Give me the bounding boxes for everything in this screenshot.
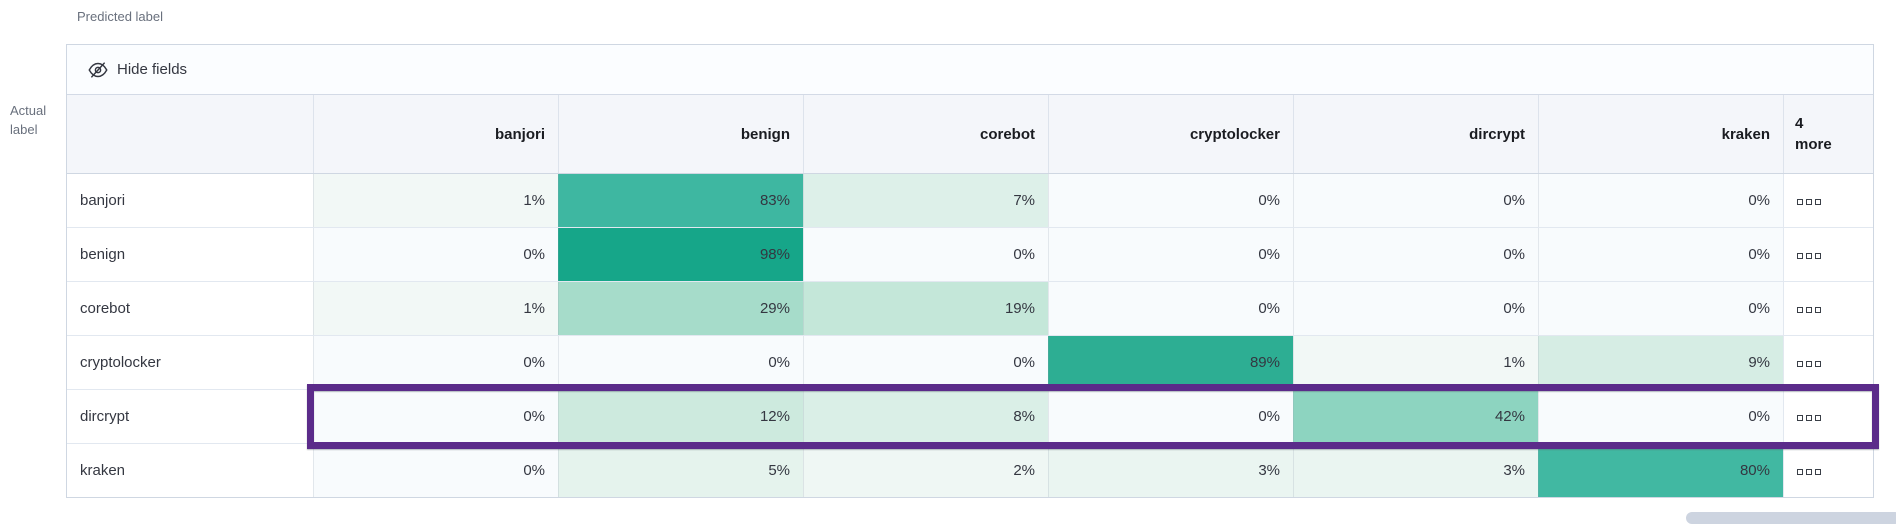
header-row: banjori benign corebot cryptolocker dircrypt… xyxy=(67,95,1873,174)
more-values-cell[interactable] xyxy=(1783,444,1873,497)
value-cell-benign-corebot: 0% xyxy=(803,228,1048,281)
row-label: corebot xyxy=(67,282,313,335)
value-cell-benign-cryptolocker: 0% xyxy=(1048,228,1293,281)
value-cell-corebot-cryptolocker: 0% xyxy=(1048,282,1293,335)
value-cell-corebot-corebot: 19% xyxy=(803,282,1048,335)
value-cell-cryptolocker-dircrypt: 1% xyxy=(1293,336,1538,389)
boxes-horizontal-icon xyxy=(1797,300,1821,318)
value-cell-kraken-kraken: 80% xyxy=(1538,444,1783,497)
predicted-label-axis: Predicted label xyxy=(77,9,163,24)
more-values-cell[interactable] xyxy=(1783,336,1873,389)
more-columns-header: 4 more xyxy=(1783,95,1873,173)
value-cell-corebot-banjori: 1% xyxy=(313,282,558,335)
value-cell-corebot-kraken: 0% xyxy=(1538,282,1783,335)
row-label: dircrypt xyxy=(67,390,313,443)
value-cell-kraken-dircrypt: 3% xyxy=(1293,444,1538,497)
table-row-banjori: banjori 1% 83% 7% 0% 0% 0% xyxy=(67,174,1873,228)
value-cell-banjori-kraken: 0% xyxy=(1538,174,1783,227)
value-cell-dircrypt-benign: 12% xyxy=(558,390,803,443)
boxes-horizontal-icon xyxy=(1797,408,1821,426)
hide-fields-label: Hide fields xyxy=(117,61,188,78)
value-cell-dircrypt-kraken: 0% xyxy=(1538,390,1783,443)
corner-header-cell xyxy=(67,95,313,173)
value-cell-benign-kraken: 0% xyxy=(1538,228,1783,281)
boxes-horizontal-icon xyxy=(1797,354,1821,372)
column-header-corebot[interactable]: corebot xyxy=(803,95,1048,173)
value-cell-kraken-corebot: 2% xyxy=(803,444,1048,497)
value-cell-banjori-banjori: 1% xyxy=(313,174,558,227)
row-label: kraken xyxy=(67,444,313,497)
actual-label-axis: Actual label xyxy=(10,103,47,137)
value-cell-banjori-cryptolocker: 0% xyxy=(1048,174,1293,227)
value-cell-benign-dircrypt: 0% xyxy=(1293,228,1538,281)
value-cell-dircrypt-cryptolocker: 0% xyxy=(1048,390,1293,443)
value-cell-kraken-banjori: 0% xyxy=(313,444,558,497)
hide-fields-button[interactable]: Hide fields xyxy=(82,56,193,84)
column-header-kraken[interactable]: kraken xyxy=(1538,95,1783,173)
value-cell-benign-banjori: 0% xyxy=(313,228,558,281)
grid-body: banjori 1% 83% 7% 0% 0% 0% benign 0% 98% 0% 0% 0% 0% c… xyxy=(67,174,1873,497)
more-values-cell[interactable] xyxy=(1783,228,1873,281)
value-cell-kraken-cryptolocker: 3% xyxy=(1048,444,1293,497)
table-row-corebot: corebot 1% 29% 19% 0% 0% 0% xyxy=(67,282,1873,336)
horizontal-scrollbar[interactable] xyxy=(1686,512,1896,524)
grid-toolbar: Hide fields xyxy=(67,45,1873,95)
value-cell-cryptolocker-cryptolocker: 89% xyxy=(1048,336,1293,389)
value-cell-dircrypt-banjori: 0% xyxy=(313,390,558,443)
more-values-cell[interactable] xyxy=(1783,390,1873,443)
table-row-cryptolocker: cryptolocker 0% 0% 0% 89% 1% 9% xyxy=(67,336,1873,390)
value-cell-cryptolocker-corebot: 0% xyxy=(803,336,1048,389)
column-header-banjori[interactable]: banjori xyxy=(313,95,558,173)
row-label: cryptolocker xyxy=(67,336,313,389)
row-label: banjori xyxy=(67,174,313,227)
value-cell-dircrypt-corebot: 8% xyxy=(803,390,1048,443)
value-cell-corebot-benign: 29% xyxy=(558,282,803,335)
table-row-benign: benign 0% 98% 0% 0% 0% 0% xyxy=(67,228,1873,282)
boxes-horizontal-icon xyxy=(1797,462,1821,480)
column-header-benign[interactable]: benign xyxy=(558,95,803,173)
more-values-cell[interactable] xyxy=(1783,174,1873,227)
row-label: benign xyxy=(67,228,313,281)
value-cell-corebot-dircrypt: 0% xyxy=(1293,282,1538,335)
value-cell-banjori-corebot: 7% xyxy=(803,174,1048,227)
column-header-cryptolocker[interactable]: cryptolocker xyxy=(1048,95,1293,173)
value-cell-cryptolocker-banjori: 0% xyxy=(313,336,558,389)
more-values-cell[interactable] xyxy=(1783,282,1873,335)
value-cell-cryptolocker-benign: 0% xyxy=(558,336,803,389)
boxes-horizontal-icon xyxy=(1797,192,1821,210)
value-cell-dircrypt-dircrypt: 42% xyxy=(1293,390,1538,443)
table-row-kraken: kraken 0% 5% 2% 3% 3% 80% xyxy=(67,444,1873,497)
column-header-dircrypt[interactable]: dircrypt xyxy=(1293,95,1538,173)
value-cell-kraken-benign: 5% xyxy=(558,444,803,497)
value-cell-banjori-benign: 83% xyxy=(558,174,803,227)
value-cell-banjori-dircrypt: 0% xyxy=(1293,174,1538,227)
confusion-matrix-grid: Hide fields banjori benign corebot cryptolo… xyxy=(66,44,1879,498)
boxes-horizontal-icon xyxy=(1797,246,1821,264)
table-row-dircrypt: dircrypt 0% 12% 8% 0% 42% 0% xyxy=(67,390,1873,444)
value-cell-benign-benign: 98% xyxy=(558,228,803,281)
value-cell-cryptolocker-kraken: 9% xyxy=(1538,336,1783,389)
eye-closed-icon xyxy=(88,60,108,80)
